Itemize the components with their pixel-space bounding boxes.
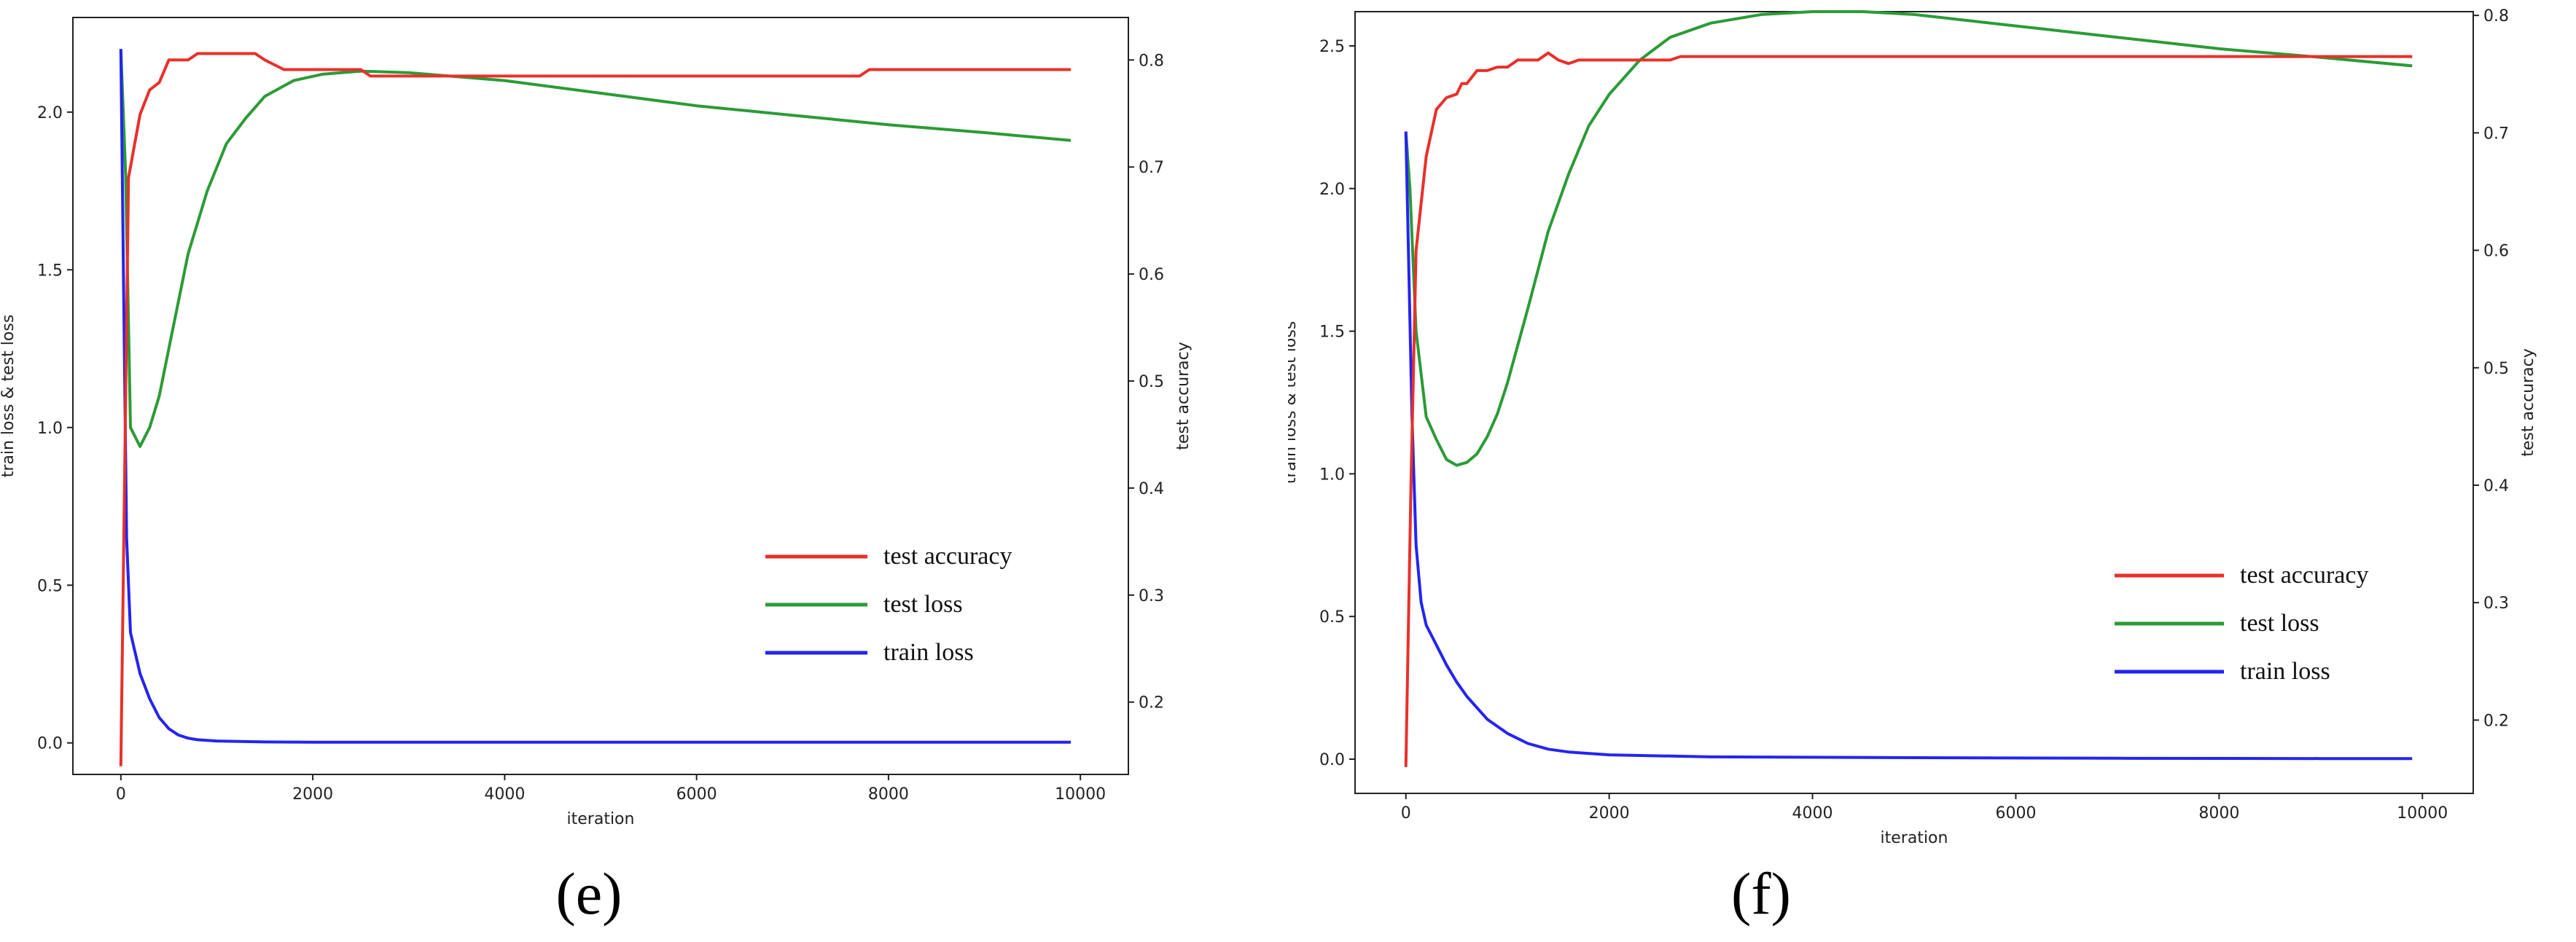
x-tick-label: 8000 <box>2198 804 2239 823</box>
y-right-tick-label: 0.6 <box>1139 266 1164 284</box>
y-right-tick-label: 0.6 <box>2483 243 2509 261</box>
y-left-tick-label: 0.5 <box>37 577 63 595</box>
x-axis-label: iteration <box>567 810 635 828</box>
x-axis-label: iteration <box>1881 829 1948 847</box>
y-left-tick-label: 1.5 <box>1319 323 1345 342</box>
y-right-tick-label: 0.7 <box>1139 159 1164 177</box>
y-right-tick-label: 0.7 <box>2483 125 2509 143</box>
y-right-tick-label: 0.8 <box>1139 52 1164 70</box>
y-right-axis-label: test accuracy <box>1174 342 1193 450</box>
chart-caption: (e) <box>555 860 622 927</box>
x-tick-label: 0 <box>1401 804 1411 823</box>
y-left-tick-label: 0.0 <box>1319 751 1345 769</box>
legend-label: test accuracy <box>2240 562 2369 589</box>
x-tick-label: 6000 <box>676 785 717 804</box>
y-right-tick-label: 0.2 <box>1139 694 1164 713</box>
series-line-test-loss <box>119 49 1072 448</box>
y-right-tick-label: 0.4 <box>1139 480 1164 498</box>
y-right-tick-label: 0.3 <box>1139 587 1164 605</box>
y-right-tick-label: 0.4 <box>2483 477 2509 495</box>
series-line-test-loss <box>1404 10 2413 467</box>
chart-caption: (f) <box>1731 860 1791 927</box>
chart-e: 0 2000 4000 6000 8000 10000 0.0 0.5 1.0 1.5 2.0 0.2… <box>0 17 1193 828</box>
y-left-tick-label: 2.0 <box>1319 181 1345 199</box>
legend-label: train loss <box>883 639 974 666</box>
y-left-axis-label: train loss & test loss <box>1288 321 1300 484</box>
chart-f: 0 2000 4000 6000 8000 10000 0.0 0.5 1.0 1.5 2.0 2.5… <box>1288 7 2537 847</box>
y-right-axis-label: test accuracy <box>2519 348 2537 457</box>
chart-panel-e: 0 2000 4000 6000 8000 10000 0.0 0.5 1.0 1.5 2.0 0.2… <box>0 17 1193 927</box>
series-line-train-loss <box>119 49 1071 744</box>
y-left-tick-label: 1.5 <box>37 262 63 280</box>
x-tick-label: 2000 <box>292 785 333 804</box>
series-line-test-accuracy <box>119 52 1071 766</box>
y-right-tick-label: 0.3 <box>2483 594 2509 613</box>
y-left-tick-label: 2.5 <box>1319 38 1345 56</box>
legend-label: test accuracy <box>883 543 1012 570</box>
y-left-tick-label: 0.0 <box>37 735 63 753</box>
chart-panel-f: 0 2000 4000 6000 8000 10000 0.0 0.5 1.0 1.5 2.0 2.5… <box>1288 0 2576 942</box>
plot-frame <box>72 17 1129 775</box>
x-tick-label: 10000 <box>1055 785 1106 804</box>
y-left-tick-label: 0.5 <box>1319 608 1345 627</box>
y-left-tick-label: 1.0 <box>1319 466 1345 484</box>
x-tick-label: 2000 <box>1589 804 1630 823</box>
legend-label: test loss <box>883 591 963 618</box>
x-tick-label: 4000 <box>1792 804 1833 823</box>
y-right-tick-label: 0.5 <box>2483 360 2509 378</box>
x-tick-label: 8000 <box>868 785 909 804</box>
x-tick-label: 4000 <box>484 785 525 804</box>
x-tick-label: 10000 <box>2397 804 2448 823</box>
series-line-test-accuracy <box>1404 51 2413 767</box>
x-tick-label: 6000 <box>1995 804 2036 823</box>
x-tick-label: 0 <box>116 785 126 804</box>
series-line-train-loss <box>1404 131 2413 761</box>
legend-label: train loss <box>2240 658 2330 685</box>
y-right-tick-label: 0.2 <box>2483 712 2509 730</box>
legend-label: test loss <box>2240 610 2319 637</box>
plot-frame <box>1354 11 2474 794</box>
y-right-tick-label: 0.5 <box>1139 373 1164 391</box>
y-left-axis-label: train loss & test loss <box>0 315 17 478</box>
y-right-tick-label: 0.8 <box>2483 7 2509 25</box>
y-left-tick-label: 1.0 <box>37 420 63 438</box>
y-left-tick-label: 2.0 <box>37 104 63 122</box>
